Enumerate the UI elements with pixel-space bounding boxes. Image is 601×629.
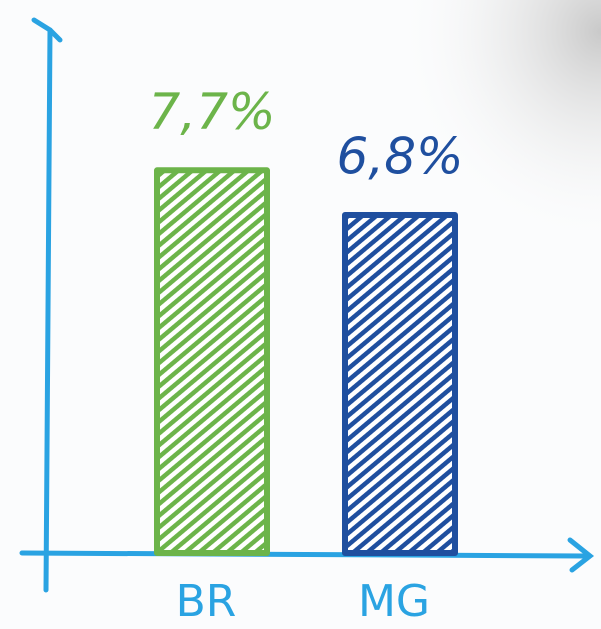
axes [19,17,595,593]
bar [154,167,270,556]
value-label: 7,7% [148,83,275,141]
x-axis [19,550,588,559]
x-tick-label: BR [176,576,237,627]
value-label: 6,8% [336,128,463,186]
y-axis-arrow [31,17,63,43]
y-axis [43,27,53,593]
x-axis-arrow [567,537,595,573]
x-tick-label: MG [358,576,430,627]
bar [342,212,458,556]
